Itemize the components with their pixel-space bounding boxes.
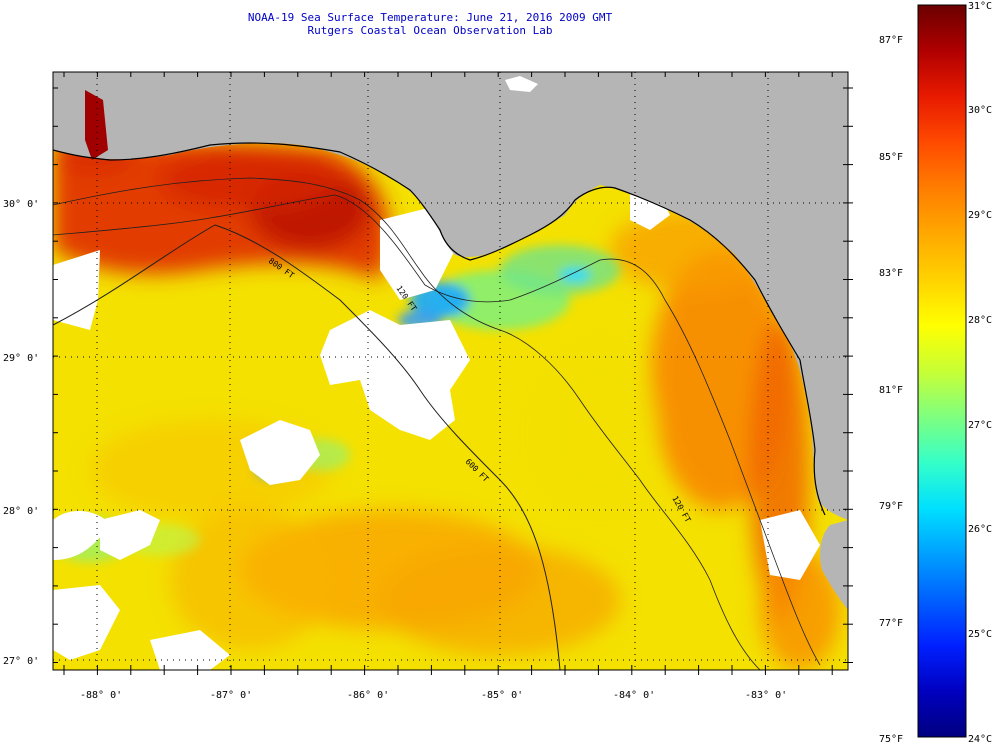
isobath-mid <box>53 177 761 670</box>
hot-patches <box>53 128 390 280</box>
colorbar-f-81: 81°F <box>879 385 903 396</box>
colorbar-c-24: 24°C <box>968 734 992 745</box>
lon-label-88: -88° 0' <box>80 690 122 701</box>
land-peninsula-tip <box>820 520 848 610</box>
frame-ticks <box>53 72 853 675</box>
colorbar-c-28: 28°C <box>968 315 992 326</box>
warm-patches <box>90 210 840 670</box>
isobath-deep <box>53 224 561 670</box>
mobile-bay <box>85 90 108 160</box>
lon-label-85: -85° 0' <box>481 690 523 701</box>
isobath-shallow <box>53 194 821 666</box>
colorbar-c-27: 27°C <box>968 420 992 431</box>
colorbar-c-30: 30°C <box>968 105 992 116</box>
colorbar-f-79: 79°F <box>879 501 903 512</box>
land-mass <box>53 72 848 520</box>
colorbar-c-31: 31°C <box>968 1 992 12</box>
lon-label-83: -83° 0' <box>745 690 787 701</box>
colorbar-f-83: 83°F <box>879 268 903 279</box>
coastline <box>53 142 826 516</box>
colorbar-f-75: 75°F <box>879 734 903 745</box>
lat-label-29: 29° 0' <box>3 353 39 364</box>
colorbar <box>917 4 967 738</box>
lat-label-30: 30° 0' <box>3 199 39 210</box>
lat-label-27: 27° 0' <box>3 656 39 667</box>
colorbar-f-85: 85°F <box>879 152 903 163</box>
colorbar-c-29: 29°C <box>968 210 992 221</box>
colorbar-f-87: 87°F <box>879 35 903 46</box>
colorbar-c-26: 26°C <box>968 524 992 535</box>
lon-label-86: -86° 0' <box>347 690 389 701</box>
lon-label-84: -84° 0' <box>613 690 655 701</box>
graticule <box>53 72 848 670</box>
map-imagery <box>53 72 848 670</box>
lat-label-28: 28° 0' <box>3 506 39 517</box>
colorbar-f-77: 77°F <box>879 618 903 629</box>
colorbar-c-25: 25°C <box>968 629 992 640</box>
cloud-top-island <box>505 76 538 92</box>
map-frame <box>52 71 849 671</box>
lon-label-87: -87° 0' <box>210 690 252 701</box>
map-subtitle: Rutgers Coastal Ocean Observation Lab <box>307 24 553 37</box>
map-title: NOAA-19 Sea Surface Temperature: June 21… <box>247 11 613 24</box>
